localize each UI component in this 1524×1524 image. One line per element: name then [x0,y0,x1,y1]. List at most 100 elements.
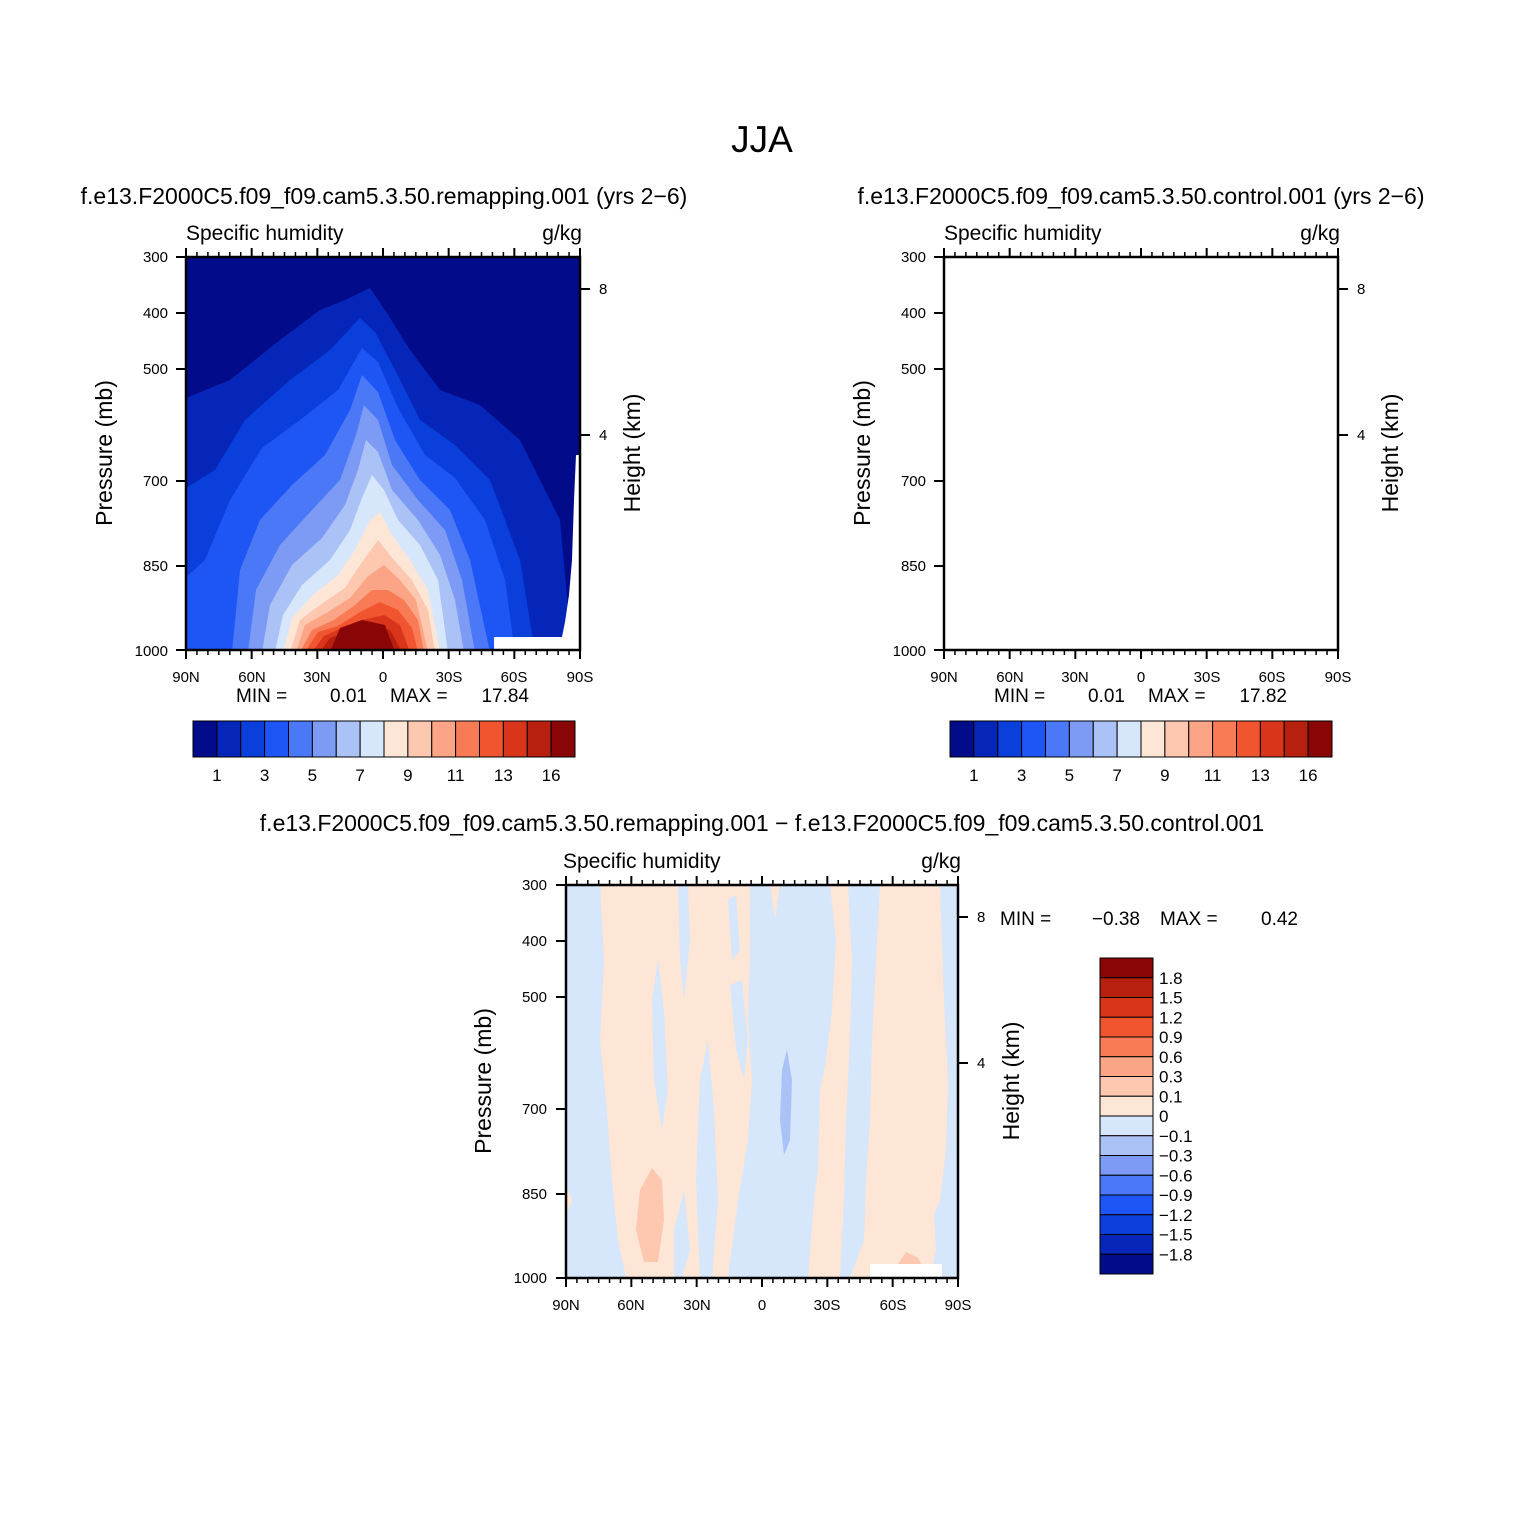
colorbar: 1 3 5 7 9 11 13 16 [192,720,576,785]
colorbar-swatch [479,720,504,758]
colorbar-swatch [1099,997,1154,1018]
x-tick-labels: 90N 60N 30N 0 30S 60S 90S [552,1297,971,1314]
colorbar-swatch [407,720,433,758]
colorbar-swatch [1164,720,1190,758]
contour-band-11 [1054,565,1186,652]
colorbar-label: −1.8 [1159,1245,1193,1264]
colorbar-label: 7 [355,766,364,785]
colorbar-label: 3 [260,766,269,785]
max-label: MAX = [390,686,448,707]
contour-band-pos-03 [898,1252,922,1266]
colorbar-label: 9 [1160,766,1169,785]
y-tick-label: 500 [143,361,168,378]
max-value: 0.42 [1261,909,1298,930]
colorbar-swatch [1099,1214,1154,1235]
max-label: MAX = [1148,686,1206,707]
y2-tick-label: 4 [599,427,607,444]
colorbar: 1 3 5 7 9 11 13 16 [949,720,1333,785]
y-tick-labels: 300 400 500 700 850 1000 [514,877,547,1287]
colorbar-swatch [1068,720,1094,758]
colorbar-swatch [1092,720,1118,758]
x-tick-label: 30N [303,669,331,686]
colorbar-swatch [1099,977,1154,998]
colorbar-label: 5 [1065,766,1074,785]
contour-band-negative [652,960,668,1130]
x-tick-label: 30S [814,1297,841,1314]
colorbar-swatch [1212,720,1237,758]
panel-title: f.e13.F2000C5.f09_f09.cam5.3.50.remappin… [81,183,688,209]
colorbar-swatch [1099,1253,1154,1275]
x-tick-label: 30N [1061,669,1089,686]
colorbar-swatch [1307,720,1333,758]
colorbar-swatch [1021,720,1046,758]
panel-title: f.e13.F2000C5.f09_f09.cam5.3.50.remappin… [260,810,1264,836]
y2-tick-labels: 8 4 [977,909,985,1072]
contour-band-1 [944,257,1338,650]
y2-tick-label: 8 [599,281,607,298]
y-tick-label: 700 [901,473,926,490]
min-max-readout: MIN = 0.01 MAX = 17.84 [236,686,529,707]
colorbar-swatch [359,720,385,758]
contour-band-neg-01 [780,1050,792,1155]
y-tick-label: 700 [143,473,168,490]
x-tick-label: 0 [758,1297,766,1314]
colorbar-swatch [1099,1135,1154,1156]
x-tick-labels: 90N 60N 30N 0 30S 60S 90S [172,669,593,686]
colorbar-label: 0 [1159,1107,1168,1126]
colorbar-swatch [1099,1115,1154,1137]
colorbar: 1.81.51.20.90.60.30.10−0.1−0.3−0.6−0.9−1… [1099,957,1193,1275]
colorbar-label: −1.2 [1159,1206,1193,1225]
colorbar-swatch [216,720,242,758]
colorbar-label: −0.9 [1159,1186,1193,1205]
colorbar-swatch [192,720,218,758]
x-tick-label: 60N [617,1297,645,1314]
min-value: 0.01 [1088,686,1125,707]
x-tick-label: 60S [880,1297,907,1314]
contour-field [186,257,580,650]
x-tick-label: 60S [501,669,528,686]
y-tick-label: 300 [901,249,926,266]
y-tick-label: 1000 [135,643,168,660]
y2-tick-label: 8 [1357,281,1365,298]
y2-tick-label: 8 [977,909,985,926]
topography-mask [870,1264,942,1278]
colorbar-label: −0.1 [1159,1127,1193,1146]
colorbar-label: 0.6 [1159,1048,1183,1067]
contour-band-16 [1088,620,1153,652]
x-tick-label: 0 [1137,669,1145,686]
colorbar-swatch [1236,720,1261,758]
contour-band-negative [674,1190,690,1278]
y-tick-label: 400 [901,305,926,322]
colorbar-swatch [1140,720,1166,758]
x-tick-label: 90S [945,1297,972,1314]
contour-band-9 [1041,512,1198,652]
y-tick-label: 1000 [514,1270,547,1287]
colorbar-label: 1 [212,766,221,785]
colorbar-swatch [1099,1095,1154,1117]
colorbar-swatch [288,720,313,758]
colorbar-swatch [1188,720,1214,758]
colorbar-swatch [997,720,1023,758]
panel-remapping: f.e13.F2000C5.f09_f09.cam5.3.50.remappin… [81,183,688,785]
topography-mask [494,455,580,650]
axis-ticks [556,876,968,1287]
contour-band-negative [696,1040,718,1278]
y-tick-label: 400 [522,933,547,950]
contour-band-negative [566,885,626,1278]
x-tick-labels: 90N 60N 30N 0 30S 60S 90S [930,669,1351,686]
axis-ticks [934,248,1348,659]
contour-band-negative [840,885,880,1278]
x-tick-label: 60N [238,669,266,686]
contour-band-10 [1048,540,1193,652]
min-max-readout: MIN = −0.38 MAX = 0.42 [1000,909,1298,930]
left-string: Specific humidity [563,850,721,873]
colorbar-swatch [264,720,289,758]
colorbar-label: 0.1 [1159,1087,1183,1106]
figure-title: JJA [731,119,793,160]
contour-band-8 [1033,475,1206,652]
colorbar-swatch [1099,1056,1154,1077]
contour-band-2 [944,288,1330,652]
y-tick-label: 850 [901,558,926,575]
x-tick-label: 90S [1325,669,1352,686]
